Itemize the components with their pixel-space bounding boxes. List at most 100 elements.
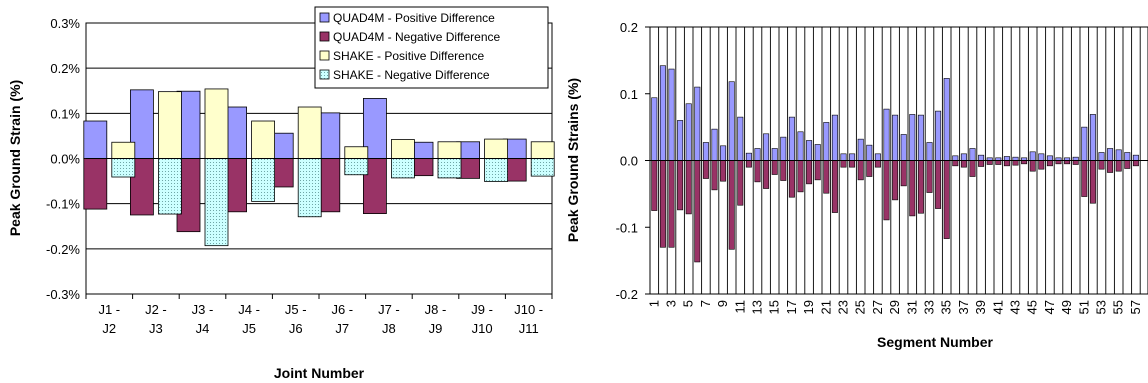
bar: [1055, 160, 1062, 165]
bar: [344, 158, 369, 176]
bar: [728, 81, 735, 161]
x-tick-label: J2 -: [145, 302, 167, 317]
bar: [1089, 160, 1096, 204]
segment-number-chart: -0.2-0.10.00.10.2 1 3 5 7 9 11 13 15 17 19 21 23 25 2…: [565, 20, 1148, 350]
bar: [1046, 155, 1053, 161]
x-tick-label: J5: [242, 321, 256, 336]
legend-swatch: [319, 12, 330, 23]
bar: [892, 160, 899, 201]
bar: [754, 148, 761, 161]
x-tick-label: J6: [289, 321, 303, 336]
bar: [1072, 160, 1079, 165]
bar: [1072, 156, 1079, 161]
legend-label: QUAD4M - Negative Difference: [333, 30, 501, 44]
bar: [1003, 156, 1010, 161]
bar: [390, 139, 415, 159]
bar: [157, 158, 182, 215]
bar: [909, 114, 916, 161]
bar: [1038, 160, 1045, 170]
bar: [943, 78, 950, 161]
bar: [909, 160, 916, 217]
x-tick-label: 15: [767, 300, 782, 314]
bar: [1124, 152, 1131, 161]
y-axis-title: Peak Ground Strain (%): [7, 80, 23, 236]
bar: [677, 160, 684, 211]
bar: [737, 160, 744, 206]
bar: [1029, 160, 1036, 172]
bar: [1132, 154, 1139, 161]
joint-number-chart: -0.3% -0.2% -0.1% 0.0% 0.1% 0.2% 0.3% J1 - J2 J2…: [7, 6, 555, 381]
bar: [720, 145, 727, 161]
bar: [694, 160, 701, 263]
x-tick-label: J4: [196, 321, 210, 336]
y-tick-label: 0.0%: [50, 152, 80, 167]
bar: [251, 120, 276, 159]
bar: [297, 158, 322, 218]
bar: [1029, 151, 1036, 161]
bar: [978, 160, 985, 167]
y-tick-label: 0.0: [620, 154, 638, 169]
legend-label: QUAD4M - Positive Difference: [333, 11, 495, 25]
bar: [204, 158, 229, 247]
x-tick-label: 11: [732, 300, 747, 314]
x-tick-label: J3 -: [192, 302, 214, 317]
x-tick-label: 3: [664, 300, 679, 307]
y-tick-label: -0.1: [616, 220, 638, 235]
bar: [437, 141, 462, 159]
bar: [995, 160, 1002, 165]
x-tick-label: 45: [1025, 300, 1040, 314]
bar: [840, 160, 847, 168]
x-tick-label: J1 -: [98, 302, 120, 317]
bar: [1115, 160, 1122, 172]
bar: [83, 158, 108, 210]
bar: [530, 158, 555, 177]
bar: [720, 160, 727, 182]
bar: [823, 160, 830, 194]
legend-label: SHAKE - Negative Difference: [333, 68, 490, 82]
x-tick-label: J5 -: [285, 302, 307, 317]
y-tick-label: 0.1: [620, 87, 638, 102]
bar: [892, 114, 899, 161]
x-tick-label: J9: [429, 321, 443, 336]
x-tick-label: 23: [836, 300, 851, 314]
bar: [969, 148, 976, 161]
x-tick-label: 57: [1128, 300, 1143, 314]
bar: [702, 142, 709, 161]
y-tick-label: -0.3%: [46, 287, 80, 302]
bar: [797, 131, 804, 161]
bar: [763, 160, 770, 189]
x-tick-label: 5: [681, 300, 696, 307]
x-tick-label: 27: [870, 300, 885, 314]
bar: [917, 160, 924, 214]
x-tick-label: J6 -: [331, 302, 353, 317]
bar: [685, 160, 692, 215]
bar: [926, 160, 933, 193]
legend-swatch: [319, 50, 330, 61]
bar: [917, 114, 924, 161]
legend-label: SHAKE - Positive Difference: [333, 49, 484, 63]
bar: [437, 158, 462, 179]
y-tick-label: 0.3%: [50, 16, 80, 31]
bar: [728, 160, 735, 250]
x-tick-label: J10: [472, 321, 493, 336]
bar: [1012, 156, 1019, 161]
bar: [849, 160, 856, 168]
x-tick-label: 41: [990, 300, 1005, 314]
bar: [685, 103, 692, 161]
bar: [111, 158, 136, 178]
bar: [874, 153, 881, 161]
bar: [883, 160, 890, 221]
x-tick-label: 9: [715, 300, 730, 307]
x-axis-title: Segment Number: [877, 334, 993, 350]
x-tick-label: 55: [1111, 300, 1126, 314]
bar: [866, 160, 873, 177]
x-tick-label: 31: [904, 300, 919, 314]
bar: [1124, 160, 1131, 169]
bar: [702, 160, 709, 179]
y-tick-label: 0.1%: [50, 106, 80, 121]
bar: [857, 138, 864, 161]
x-tick-label: 51: [1076, 300, 1091, 314]
bar: [745, 160, 752, 168]
y-tick-label: 0.2%: [50, 61, 80, 76]
bar: [677, 120, 684, 161]
